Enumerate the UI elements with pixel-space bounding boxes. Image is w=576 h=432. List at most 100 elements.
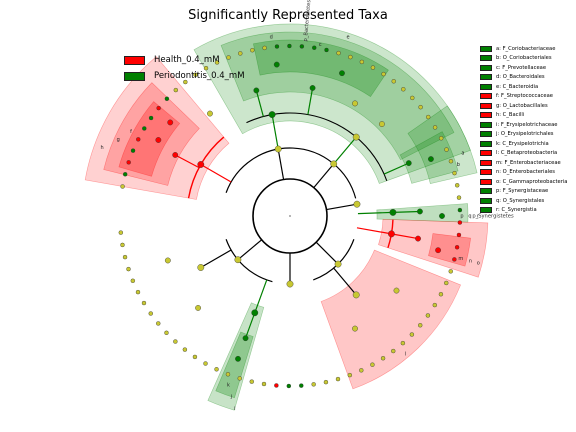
clade-node [334, 260, 342, 268]
tree-branch [315, 241, 339, 265]
taxon-node [309, 85, 316, 91]
taxa-legend-label: j: O_Erysipelotrichales [496, 131, 554, 138]
clade-shade-streptococcaceae [118, 101, 181, 177]
clade-shade-prevotellaceae [253, 39, 389, 98]
taxon-node [439, 213, 445, 219]
leaf-node [380, 356, 386, 361]
taxa-legend-item: c: F_Prevotellaceae [480, 63, 567, 73]
clade-letter-label: q [468, 214, 471, 220]
leaf-node [148, 115, 154, 121]
tree-branch [391, 233, 419, 240]
taxa-legend-item: g: O_Lactobacillales [480, 101, 567, 111]
clade-letter-label: g [117, 137, 120, 143]
taxon-node [167, 119, 174, 126]
taxa-legend-label: e: C_Bacteroidia [496, 83, 539, 90]
tree-branch [333, 136, 357, 165]
clade-letter-label: m [458, 256, 463, 262]
taxon-node [352, 325, 358, 332]
leaf-node [336, 50, 341, 56]
taxa-legend-item: i: F_Erysipelotrichaceae [480, 120, 567, 130]
taxa-legend-label: k: C_Erysipelotrichia [496, 140, 549, 147]
taxa-legend-label: g: O_Lactobacillales [496, 102, 548, 109]
taxon-node [164, 257, 171, 264]
taxon-node [242, 335, 249, 342]
leaf-node [391, 348, 396, 354]
leaf-node [456, 232, 462, 238]
chart-title: Significantly Represented Taxa [188, 8, 388, 23]
leaf-node [409, 332, 415, 337]
clade-shade-betaproteobacteria [320, 249, 461, 390]
clade-node [388, 230, 395, 238]
clade-node [352, 291, 360, 299]
clade-node [197, 161, 205, 168]
clade-letter-label: o [477, 260, 480, 266]
clade-shade-bacteroidia [193, 23, 471, 184]
taxa-legend-swatch [480, 74, 492, 81]
taxa-legend: a: F_Coriobacteriaceae b: O_Coriobacteria… [480, 44, 567, 215]
clade-letter-label: f [130, 129, 132, 135]
leaf-node [335, 376, 341, 382]
taxon-node [379, 121, 385, 127]
leaf-node [370, 65, 376, 70]
leaf-node [238, 51, 243, 56]
leaf-node [370, 362, 375, 367]
leaf-node [401, 87, 406, 92]
leaf-node [237, 376, 242, 381]
clade-node [197, 264, 205, 271]
taxa-legend-label: b: O_Coriobacteriales [496, 55, 552, 62]
leaf-node [225, 372, 231, 377]
taxa-legend-label: r: C_Synergistia [496, 207, 537, 214]
taxa-legend-swatch [480, 102, 492, 109]
legend-label-health: Health_0.4_mM [154, 55, 220, 65]
clade-shade-erysipelotrichales [215, 331, 254, 399]
leaf-node [444, 280, 449, 286]
taxon-node [428, 156, 434, 162]
clade-letter-label: h [100, 145, 103, 151]
taxa-legend-swatch [480, 93, 492, 100]
phylum-label-synergistetes: p_Synergistetes [472, 214, 514, 220]
clade-node [353, 200, 361, 208]
leaf-node [120, 242, 125, 248]
leaf-node [439, 136, 444, 141]
taxa-legend-swatch [480, 64, 492, 71]
tree-branch [383, 162, 410, 175]
tree-branch [237, 239, 263, 261]
tree-branch [392, 210, 420, 214]
taxa-legend-label: a: F_Coriobacteriaceae [496, 45, 556, 52]
clade-letter-label: n [469, 258, 472, 264]
tree-branch [333, 267, 357, 296]
taxa-legend-item: p: F_Synergistaceae [480, 187, 567, 197]
taxa-legend-label: d: O_Bacteroidales [496, 74, 545, 81]
leaf-node [118, 230, 124, 235]
taxon-node [172, 152, 179, 158]
clade-node [234, 256, 242, 264]
taxon-node [273, 61, 280, 68]
leaf-node [457, 207, 463, 213]
tree-branch [200, 163, 232, 183]
leaf-node [452, 170, 457, 176]
clade-node [286, 280, 294, 288]
leaf-node [193, 72, 198, 77]
leaf-node [182, 347, 188, 352]
taxa-legend-swatch [480, 121, 492, 128]
leaf-node [192, 354, 198, 360]
taxa-legend-swatch [480, 197, 492, 204]
leaf-node [359, 368, 364, 373]
taxa-legend-label: o: C_Gammaproteobacteria [496, 178, 568, 185]
tree-branch [277, 148, 285, 180]
taxon-node [253, 87, 260, 94]
leaf-node [173, 339, 178, 344]
taxa-legend-item: e: C_Bacteroidia [480, 82, 567, 92]
leaf-node [432, 125, 438, 130]
leaf-node [136, 137, 141, 142]
legend-swatch-health [124, 55, 145, 65]
clade-letter-label: j [230, 394, 232, 400]
taxa-legend-swatch [480, 45, 492, 52]
clade-letter-label: d [270, 34, 273, 40]
leaf-node [410, 95, 415, 101]
taxa-legend-item: b: O_Coriobacteriales [480, 54, 567, 64]
tree-branch [255, 90, 264, 117]
leaf-node [122, 254, 128, 260]
leaf-node [347, 372, 353, 378]
clade-letter-label: i [234, 406, 235, 412]
